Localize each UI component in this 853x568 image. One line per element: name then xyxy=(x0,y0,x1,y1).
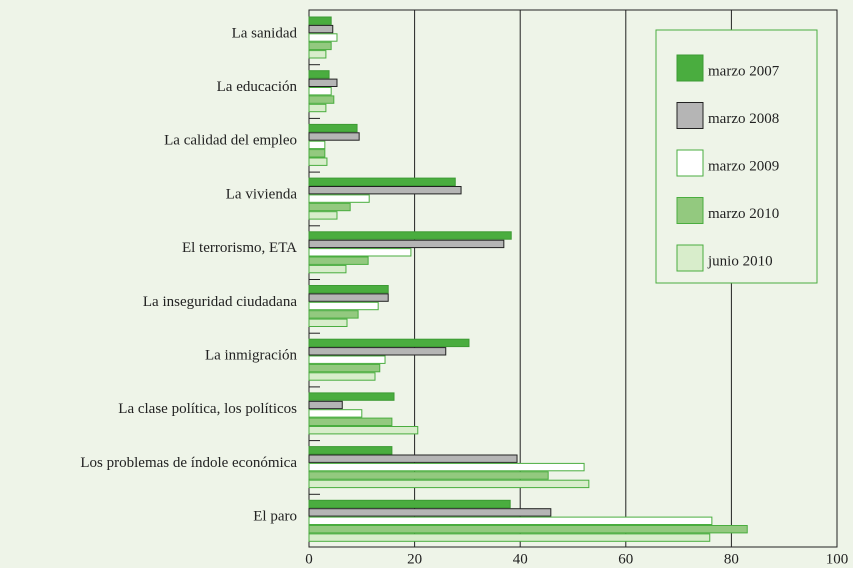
bar xyxy=(308,508,552,517)
y-tick-label: El terrorismo, ETA xyxy=(182,240,297,256)
x-tick-label: 40 xyxy=(513,551,528,567)
x-tick-label: 0 xyxy=(305,551,313,567)
x-tick-label: 20 xyxy=(407,551,422,567)
bar xyxy=(308,471,549,480)
bar xyxy=(308,533,711,542)
legend-label: marzo 2009 xyxy=(708,158,779,174)
y-tick-label: La calidad del empleo xyxy=(164,133,297,149)
bar xyxy=(308,372,376,381)
bar xyxy=(308,231,512,240)
bar xyxy=(308,50,327,59)
y-tick-label: La vivienda xyxy=(226,186,298,202)
legend-label: junio 2010 xyxy=(707,253,773,269)
legend-label: marzo 2007 xyxy=(708,63,780,79)
x-tick-label: 60 xyxy=(618,551,633,567)
bar xyxy=(308,400,343,410)
bar xyxy=(308,140,326,150)
legend-swatch xyxy=(676,102,704,129)
y-tick-label: La inseguridad ciudadana xyxy=(143,294,297,310)
bar xyxy=(308,123,358,133)
bar xyxy=(308,41,332,51)
bar xyxy=(308,95,335,104)
legend-swatch xyxy=(676,197,704,224)
bar xyxy=(308,194,370,203)
bar xyxy=(308,516,713,525)
bar xyxy=(308,157,328,166)
bar xyxy=(308,248,412,257)
bar xyxy=(308,499,511,509)
bar xyxy=(308,392,395,401)
bar xyxy=(308,264,347,274)
bar xyxy=(308,256,369,265)
y-tick-label: Los problemas de índole económica xyxy=(80,455,297,471)
legend-label: marzo 2010 xyxy=(708,206,779,222)
x-tick-label: 80 xyxy=(724,551,739,567)
bar xyxy=(308,318,348,328)
bar xyxy=(308,525,748,534)
bar xyxy=(308,310,359,319)
bar xyxy=(308,24,334,34)
bar xyxy=(308,462,585,472)
legend-swatch xyxy=(676,54,704,82)
bar xyxy=(308,16,332,25)
y-tick-label: La inmigración xyxy=(205,347,298,363)
bar xyxy=(308,446,393,455)
bar xyxy=(308,454,518,463)
legend-label: marzo 2008 xyxy=(708,111,779,127)
bar xyxy=(308,301,379,311)
bar xyxy=(308,479,590,489)
bar xyxy=(308,70,330,79)
y-tick-label: La clase política, los políticos xyxy=(118,401,297,417)
bar xyxy=(308,78,338,87)
bar xyxy=(308,33,338,42)
bar xyxy=(308,426,419,435)
bar xyxy=(308,149,326,158)
y-tick-label: La educación xyxy=(217,79,298,95)
legend-swatch xyxy=(676,244,704,272)
bar xyxy=(308,177,456,187)
bar xyxy=(308,211,338,220)
bar xyxy=(308,347,447,356)
bar xyxy=(308,202,351,212)
legend-swatch xyxy=(676,149,704,177)
bar xyxy=(308,186,462,195)
x-tick-label: 100 xyxy=(826,551,849,567)
bar xyxy=(308,355,386,364)
bar xyxy=(308,132,360,141)
bar xyxy=(308,239,505,249)
bar xyxy=(308,285,389,294)
y-tick-label: El paro xyxy=(253,509,297,525)
bar xyxy=(308,417,393,427)
bar xyxy=(308,363,381,373)
bar xyxy=(308,338,470,348)
bar xyxy=(308,87,332,96)
bar xyxy=(308,409,363,418)
bar xyxy=(308,293,389,302)
plot-area xyxy=(308,9,838,548)
y-tick-label: La sanidad xyxy=(232,25,298,41)
bar xyxy=(308,103,327,113)
